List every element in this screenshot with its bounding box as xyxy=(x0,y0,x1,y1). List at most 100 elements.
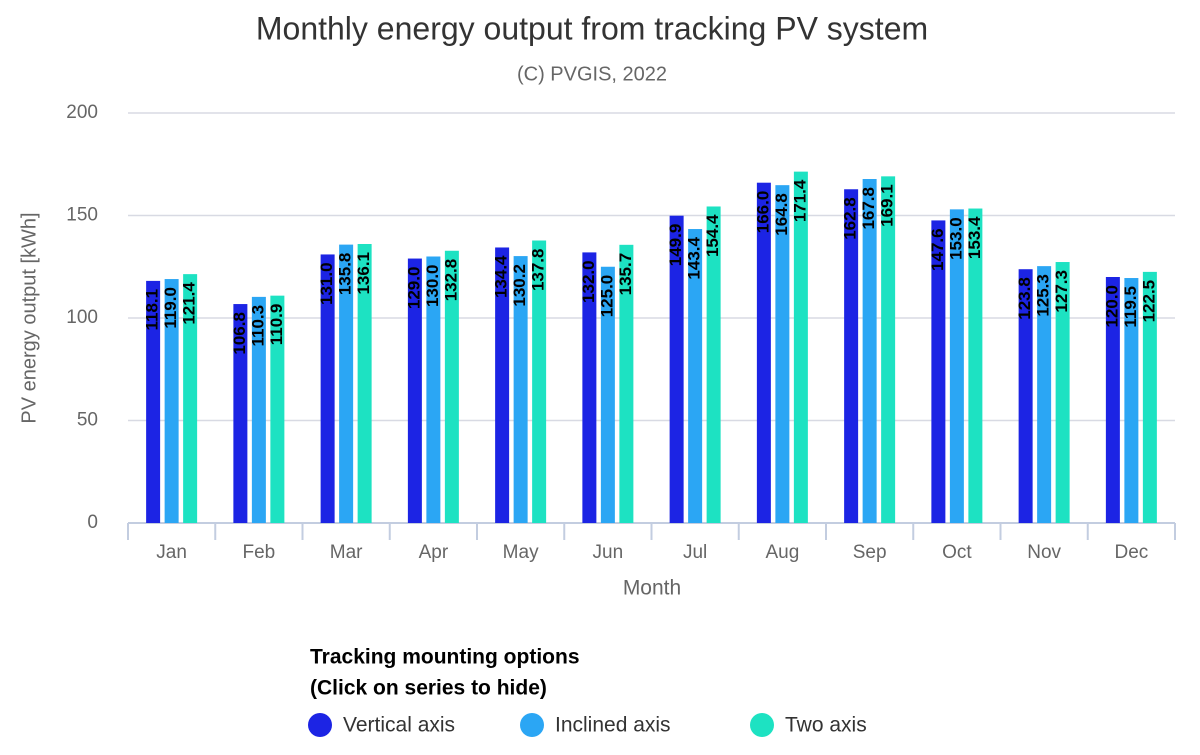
chart-subtitle: (C) PVGIS, 2022 xyxy=(517,63,667,85)
data-label: 134.4 xyxy=(492,255,511,298)
data-label: 153.0 xyxy=(946,217,965,260)
data-label: 123.8 xyxy=(1015,277,1034,320)
data-label: 169.1 xyxy=(878,184,897,227)
x-tick-label: Jan xyxy=(156,542,187,563)
chart-title: Monthly energy output from tracking PV s… xyxy=(256,10,928,46)
data-label: 153.4 xyxy=(965,216,984,259)
bar xyxy=(756,182,771,523)
bar xyxy=(793,171,808,523)
bar xyxy=(251,296,266,523)
legend-marker[interactable] xyxy=(520,713,544,737)
y-tick-label: 100 xyxy=(66,307,98,328)
data-label: 135.7 xyxy=(616,253,635,296)
bar xyxy=(931,220,946,524)
bar xyxy=(164,279,179,523)
bar xyxy=(1037,266,1052,523)
legend-title: (Click on series to hide) xyxy=(310,677,547,700)
x-tick-label: Jun xyxy=(593,542,624,563)
data-label: 167.8 xyxy=(859,187,878,230)
bar xyxy=(688,229,703,523)
data-label: 130.0 xyxy=(423,265,442,308)
x-tick-label: Aug xyxy=(765,542,799,563)
data-label: 130.2 xyxy=(510,264,529,307)
y-tick-label: 0 xyxy=(87,512,98,533)
data-label: 131.0 xyxy=(317,262,336,305)
data-label: 132.8 xyxy=(441,259,460,302)
y-tick-label: 150 xyxy=(66,205,98,226)
data-label: 118.1 xyxy=(143,289,162,331)
data-label: 164.8 xyxy=(772,193,791,236)
x-tick-label: Sep xyxy=(853,542,887,563)
bar xyxy=(669,215,684,523)
y-tick-label: 50 xyxy=(77,410,98,431)
bar xyxy=(1142,271,1157,523)
data-label: 171.4 xyxy=(790,179,809,222)
data-label: 132.0 xyxy=(579,260,598,303)
bar xyxy=(1055,262,1070,523)
data-label: 149.9 xyxy=(666,224,685,267)
bar xyxy=(706,206,721,524)
bar xyxy=(881,176,896,523)
data-label: 120.0 xyxy=(1102,285,1121,328)
bar xyxy=(320,254,335,523)
x-tick-label: Feb xyxy=(243,542,276,563)
bar xyxy=(619,244,634,523)
data-label: 147.6 xyxy=(928,228,947,271)
data-label: 106.8 xyxy=(230,312,249,355)
data-label: 162.8 xyxy=(841,197,860,240)
bar xyxy=(183,274,198,523)
bar xyxy=(600,266,615,523)
bar xyxy=(270,295,285,523)
bar xyxy=(862,179,877,523)
legend-marker[interactable] xyxy=(750,713,774,737)
data-label: 122.5 xyxy=(1139,280,1158,323)
data-label: 127.3 xyxy=(1052,270,1071,313)
bar xyxy=(775,185,790,523)
bar xyxy=(532,240,547,523)
bar xyxy=(339,244,354,524)
data-label: 137.8 xyxy=(529,249,548,292)
legend-title: Tracking mounting options xyxy=(310,646,580,669)
x-tick-label: Dec xyxy=(1114,542,1148,563)
bar xyxy=(582,252,597,523)
x-tick-label: Apr xyxy=(419,542,449,563)
bar xyxy=(968,208,983,523)
data-label: 110.9 xyxy=(267,304,286,346)
legend-label[interactable]: Vertical axis xyxy=(343,714,455,737)
legend-label[interactable]: Inclined axis xyxy=(555,714,671,737)
data-label: 119.5 xyxy=(1121,286,1140,328)
data-label: 125.3 xyxy=(1034,274,1053,317)
data-label: 166.0 xyxy=(753,191,772,234)
data-label: 110.3 xyxy=(248,305,267,347)
bar xyxy=(513,256,528,523)
bar xyxy=(1124,278,1139,523)
bar xyxy=(949,209,964,523)
data-label: 154.4 xyxy=(703,214,722,257)
bar xyxy=(844,189,859,523)
data-label: 119.0 xyxy=(161,287,180,329)
bar xyxy=(407,258,422,523)
x-tick-label: Nov xyxy=(1027,542,1061,563)
x-tick-label: Jul xyxy=(683,542,707,563)
y-tick-label: 200 xyxy=(66,102,98,123)
x-tick-label: Mar xyxy=(330,542,363,563)
x-tick-label: May xyxy=(503,542,539,563)
x-tick-label: Oct xyxy=(942,542,972,563)
data-label: 121.4 xyxy=(180,282,199,325)
bar xyxy=(233,304,248,523)
data-label: 129.0 xyxy=(404,267,423,310)
data-label: 143.4 xyxy=(685,236,704,279)
legend-label[interactable]: Two axis xyxy=(785,714,867,737)
bar xyxy=(1018,269,1033,523)
y-axis-title: PV energy output [kWh] xyxy=(18,212,40,423)
bar xyxy=(146,280,161,523)
legend-marker[interactable] xyxy=(308,713,332,737)
data-label: 135.8 xyxy=(336,253,355,296)
bar xyxy=(357,243,372,523)
x-axis-title: Month xyxy=(623,577,681,600)
bar xyxy=(1105,277,1120,523)
data-label: 125.0 xyxy=(597,275,616,318)
bar xyxy=(444,250,459,523)
bar xyxy=(426,256,441,523)
